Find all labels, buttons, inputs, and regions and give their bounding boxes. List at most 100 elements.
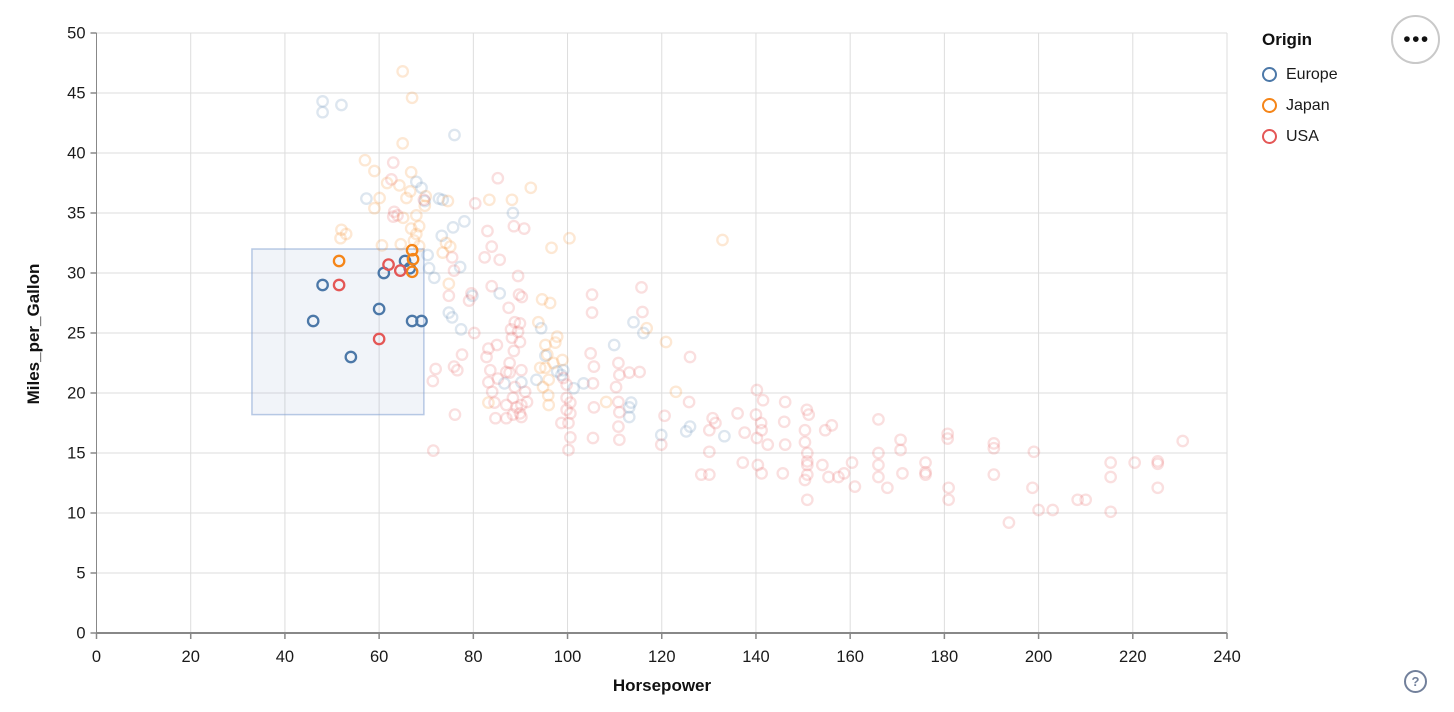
data-point-europe [422, 261, 436, 275]
data-point-japan [405, 243, 419, 257]
data-point-usa [564, 396, 577, 409]
data-point-japan [540, 348, 554, 361]
data-point-usa [755, 467, 768, 480]
data-point-usa [702, 445, 716, 459]
axes: 0 20 40 60 80 100 120 140 160 180 200 220 240 0 5 10 15 2… [67, 25, 1241, 667]
data-point-usa [702, 423, 716, 437]
data-point-europe [335, 98, 348, 112]
data-point-usa [706, 411, 719, 425]
legend-item-label: Japan [1286, 96, 1330, 114]
data-point-usa [499, 398, 513, 412]
data-point-usa [480, 350, 493, 364]
data-point-usa [564, 431, 577, 444]
data-point-europe [415, 314, 428, 328]
data-point-usa [613, 368, 626, 382]
data-point-usa [455, 348, 469, 361]
data-point-usa [881, 481, 894, 495]
data-point-usa [987, 468, 1001, 481]
data-point-japan [535, 293, 549, 306]
data-point-usa [448, 408, 462, 421]
data-point-usa [426, 374, 440, 388]
data-point-usa [513, 335, 527, 349]
data-point-europe [683, 420, 697, 433]
data-point-japan [536, 380, 550, 394]
data-point-usa [896, 467, 909, 480]
menu-button[interactable]: ••• [1391, 15, 1440, 64]
x-tick-label: 240 [1213, 648, 1241, 666]
data-point-europe [627, 315, 640, 329]
data-point-europe [432, 192, 446, 205]
data-point-japan [406, 252, 420, 266]
data-point-usa [682, 395, 696, 409]
data-point-usa [511, 269, 525, 283]
data-point-europe [506, 206, 520, 220]
data-point-usa [512, 288, 526, 301]
data-point-usa [822, 470, 835, 484]
data-point-usa [386, 210, 400, 223]
data-point-usa [372, 332, 386, 346]
data-point-usa [800, 493, 814, 507]
data-point-japan [368, 201, 381, 215]
legend-item-label: Europe [1286, 65, 1338, 83]
points-layer [306, 65, 1190, 529]
data-point-usa [586, 377, 600, 390]
x-tick-label: 140 [742, 648, 770, 666]
data-point-usa [683, 350, 697, 364]
data-point-europe [316, 278, 329, 292]
data-point-usa [1032, 503, 1045, 517]
data-point-japan [396, 211, 410, 225]
data-point-usa [987, 437, 1001, 450]
data-point-usa [1046, 503, 1060, 517]
data-point-usa [562, 416, 575, 430]
data-point-usa [507, 344, 521, 358]
data-point-usa [517, 222, 531, 235]
legend-item-usa: USA [1262, 125, 1338, 148]
data-point-usa [499, 411, 513, 425]
data-point-usa [560, 391, 573, 405]
data-point-usa [942, 493, 955, 507]
data-point-usa [778, 395, 792, 409]
data-point-usa [872, 470, 885, 484]
data-point-usa [482, 375, 495, 389]
brush-selection[interactable] [251, 248, 425, 416]
data-point-europe [515, 375, 528, 389]
data-point-usa [612, 420, 625, 433]
y-tick-label: 50 [67, 25, 85, 43]
data-point-japan [403, 185, 417, 198]
x-axis-title: Horsepower [612, 676, 712, 695]
data-point-japan [539, 338, 552, 352]
data-point-europe [435, 229, 449, 243]
data-point-usa [485, 240, 499, 253]
data-point-japan [396, 137, 410, 150]
data-point-usa [417, 193, 431, 207]
data-point-usa [393, 264, 407, 277]
data-point-usa [485, 385, 499, 399]
data-point-japan [441, 194, 455, 208]
data-point-japan [599, 395, 613, 409]
data-point-usa [754, 416, 768, 430]
data-point-usa [560, 403, 573, 417]
data-point-usa [445, 251, 459, 264]
data-point-usa [761, 438, 775, 451]
data-point-europe [446, 221, 460, 234]
data-point-usa [585, 306, 599, 319]
legend-item-label: USA [1286, 127, 1319, 145]
data-point-usa [1128, 456, 1142, 469]
data-point-japan [539, 361, 552, 375]
data-point-usa [778, 438, 792, 451]
data-point-usa [515, 398, 528, 412]
data-point-usa [731, 407, 744, 420]
data-point-japan [405, 265, 419, 279]
data-point-usa [1027, 445, 1041, 459]
data-point-usa [942, 481, 955, 495]
data-point-usa [518, 385, 532, 399]
data-point-europe [306, 314, 320, 328]
data-point-usa [837, 467, 851, 480]
help-icon[interactable]: ? [1404, 670, 1427, 693]
data-point-usa [709, 416, 722, 430]
data-point-usa [919, 468, 932, 481]
data-point-japan [380, 176, 394, 190]
data-point-europe [498, 377, 511, 390]
data-point-japan [404, 165, 418, 179]
